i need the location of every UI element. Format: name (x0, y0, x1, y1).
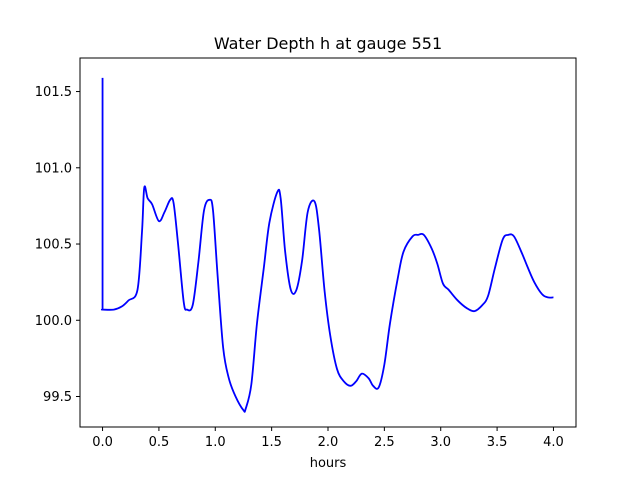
x-tick-label: 4.0 (543, 435, 564, 450)
y-axis: 99.5 100.0 100.5 101.0 101.5 (35, 85, 80, 405)
x-tick-label: 1.5 (261, 435, 282, 450)
y-tick-label: 100.0 (35, 314, 72, 329)
series-line (100, 77, 554, 413)
chart-title: Water Depth h at gauge 551 (214, 34, 442, 53)
x-tick-label: 2.0 (318, 435, 339, 450)
x-tick-label: 1.0 (205, 435, 226, 450)
y-tick-label: 100.5 (35, 238, 72, 253)
x-tick-label: 2.5 (374, 435, 395, 450)
y-tick-label: 101.0 (35, 161, 72, 176)
y-tick-label: 101.5 (35, 85, 72, 100)
x-axis: 0.0 0.5 1.0 1.5 2.0 2.5 3.0 3.5 4.0 (92, 427, 564, 450)
x-tick-label: 3.5 (487, 435, 508, 450)
x-tick-label: 0.5 (149, 435, 170, 450)
x-tick-label: 0.0 (92, 435, 113, 450)
x-axis-label: hours (310, 456, 347, 471)
y-tick-label: 99.5 (43, 390, 72, 405)
series-layer (100, 77, 554, 413)
x-tick-label: 3.0 (430, 435, 451, 450)
